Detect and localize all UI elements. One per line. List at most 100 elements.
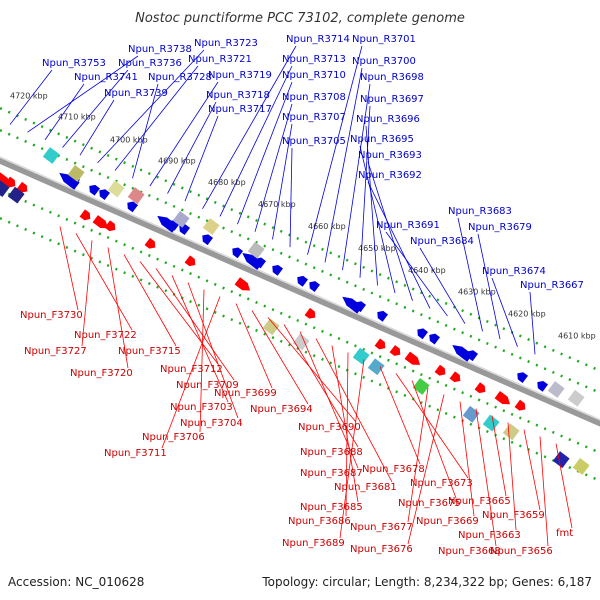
reverse-leader [289,147,293,248]
feature-labels: Npun_R3753 Npun_R3738 Npun_R3741 Npun_R3736… [20,34,584,557]
feature-block [462,405,480,423]
reverse-leader [9,69,53,125]
reverse-gene-label: Npun_R3693 [358,150,422,161]
forward-gene-label: Npun_F3659 [482,510,545,521]
forward-leader [75,233,133,331]
reverse-gene-label: Npun_R3723 [194,38,258,49]
reverse-gene-label: Npun_R3695 [350,134,414,145]
feature-block [367,358,385,376]
tick-label: 4620 kbp [508,310,546,319]
tick-labels: 4720 kbp 4710 kbp 4700 kbp 4690 kbp 4680 kbp… [10,92,596,341]
forward-gene-label: Npun_F3709 [176,380,239,391]
reverse-gene-label: Npun_R3717 [208,104,272,115]
forward-leader [407,387,429,523]
features [0,147,590,475]
reverse-leader [114,65,199,171]
forward-gene-label: Npun_F3675 [398,498,461,509]
tick-label: 4700 kbp [110,135,148,144]
feature-block [352,347,370,365]
forward-leader [407,394,445,545]
reverse-gene-label: Npun_R3707 [282,112,346,123]
reverse-leader [477,233,501,340]
forward-leader [251,310,309,405]
reverse-gene-label: Npun_R3719 [208,70,272,81]
forward-gene-arrow [434,364,446,376]
forward-gene-label: Npun_F3669 [416,516,479,527]
forward-leader [379,366,421,465]
forward-gene-label: Npun_F3715 [118,346,181,357]
reverse-leader [491,277,518,347]
forward-leader [187,282,239,419]
reverse-gene-arrow [452,344,473,362]
forward-gene-arrow [234,277,251,291]
tick-label: 4720 kbp [10,92,48,101]
reverse-gene-label: Npun_R3739 [104,88,168,99]
reverse-gene-label: Npun_R3679 [468,222,532,233]
forward-gene-label: Npun_F3681 [334,482,397,493]
reverse-gene-arrow [377,310,389,322]
forward-leader [171,275,229,403]
reverse-gene-label: Npun_R3696 [356,114,420,125]
forward-leader [411,380,457,499]
reverse-leader [342,83,371,271]
forward-leader [339,359,365,539]
reverse-leader [359,145,396,294]
tick-label: 4680 kbp [208,178,246,187]
feature-block [0,180,10,197]
forward-gene-label: Npun_F3722 [74,330,137,341]
reverse-gene-label: Npun_R3691 [376,220,440,231]
reverse-gene-label: Npun_R3736 [118,58,182,69]
tick-line [0,217,600,482]
forward-gene-arrow [104,220,116,232]
forward-leader [395,373,469,479]
reverse-gene-arrow [297,275,309,287]
tick-lines [0,107,600,482]
reverse-leader [367,161,413,301]
reverse-leader [365,125,378,286]
feature-block [67,165,85,182]
tick-label: 4660 kbp [308,222,346,231]
reverse-gene-arrow [309,281,321,292]
forward-gene-label: Npun_F3665 [448,496,511,507]
forward-leader [555,443,573,529]
forward-gene-label: Npun_F3678 [362,464,425,475]
feature-block [42,147,60,164]
forward-gene-arrow [92,215,109,229]
feature-block [502,423,520,441]
reverse-gene-label: Npun_R3692 [358,170,422,181]
feature-block [247,241,265,259]
reverse-gene-label: Npun_R3705 [282,136,346,147]
reverse-gene-arrow [232,247,244,259]
forward-gene-arrow [79,209,91,221]
feature-block [567,389,585,407]
forward-gene-arrow [514,399,526,411]
reverse-gene-label: Npun_R3708 [282,92,346,103]
forward-gene-label: Npun_F3688 [300,447,363,458]
tick-line [0,129,600,394]
reverse-leader [184,115,219,202]
forward-gene-label: Npun_F3730 [20,310,83,321]
tick-line [0,189,600,454]
forward-gene-label: Npun_F3685 [300,502,363,513]
reverse-gene-arrow [127,201,139,213]
backbone-highlight [0,156,600,421]
reverse-gene-label: Npun_R3713 [282,54,346,65]
reverse-leader [529,291,536,355]
feature-block [202,218,220,235]
reverse-leader [307,45,363,255]
forward-leader [235,303,273,389]
reverse-leader [219,65,293,217]
forward-leader [81,240,93,347]
reverse-leader [254,103,293,232]
reverse-gene-label: Npun_R3710 [282,70,346,81]
accession-text: Accession: NC_010628 [8,575,144,589]
forward-gene-label: Npun_F3711 [104,448,167,459]
reverse-gene-label: Npun_R3721 [188,54,252,65]
forward-gene-label: Npun_F3694 [250,404,313,415]
reverse-leader [149,81,219,187]
reverse-gene-label: Npun_R3753 [42,58,106,69]
feature-block [7,186,25,204]
forward-gene-arrow [494,391,511,405]
forward-leader [107,247,129,369]
